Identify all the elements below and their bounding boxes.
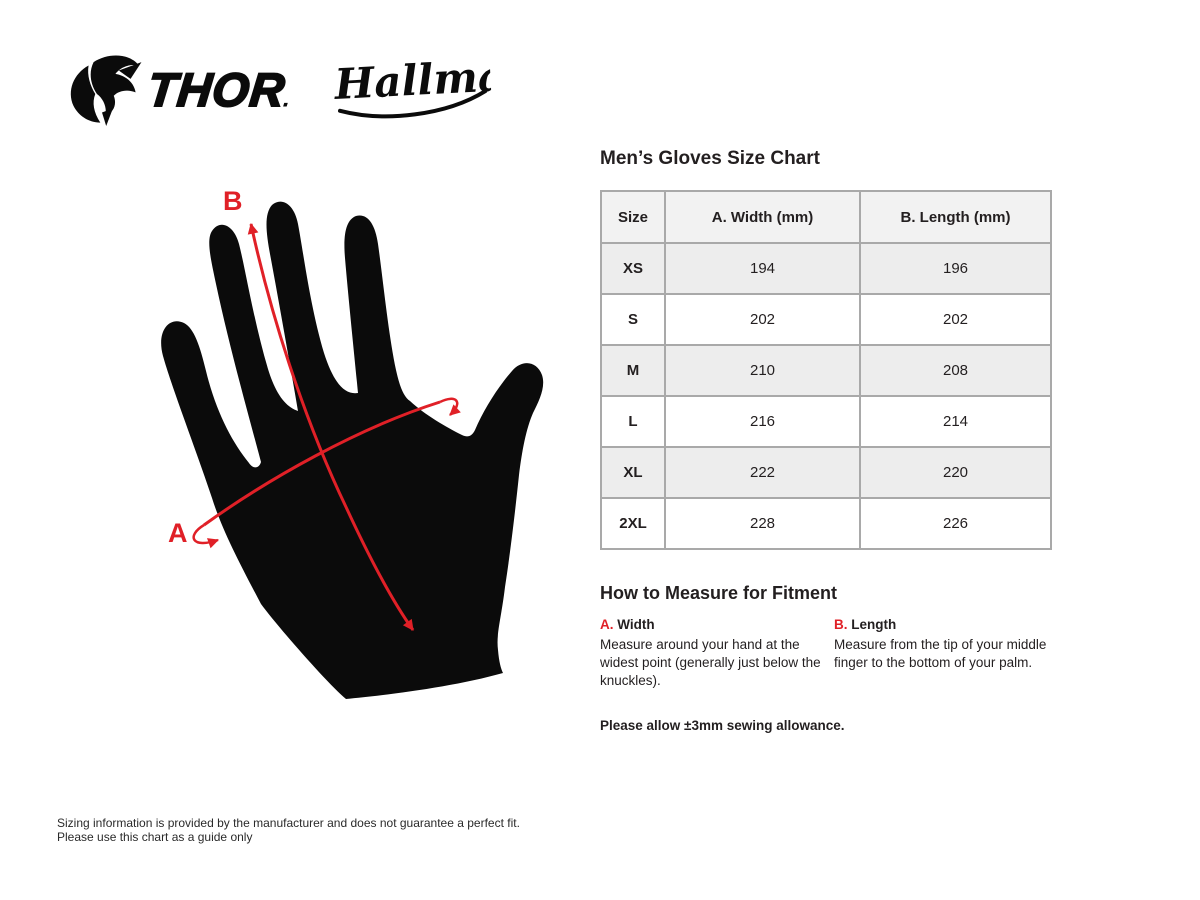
brand-logos: THOR. Hallman: [60, 49, 537, 128]
diagram-label-b: B: [223, 186, 243, 216]
measure-heading: How to Measure for Fitment: [600, 583, 838, 603]
hallman-swash: [338, 88, 488, 118]
hallman-logo: Hallman: [331, 46, 537, 131]
measure-text-width: Measure around your hand at the widest p…: [600, 637, 821, 688]
footer-disclaimer: Sizing information is provided by the ma…: [57, 816, 520, 844]
size-value: M: [600, 344, 666, 397]
length-value: 220: [859, 446, 1052, 499]
thor-logo: THOR.: [144, 62, 292, 117]
width-line-right-hook: [439, 397, 461, 416]
thor-trademark-dot: .: [283, 89, 292, 110]
table-row: M 210 208: [600, 344, 1052, 397]
width-measure-line: [203, 400, 441, 527]
size-value: 2XL: [600, 497, 666, 550]
diagram-label-a: A: [168, 518, 188, 548]
header-width: A. Width (mm): [664, 190, 861, 244]
length-value: 196: [859, 242, 1052, 295]
size-value: XL: [600, 446, 666, 499]
table-row: 2XL 228 226: [600, 497, 1052, 550]
measure-key-b: B.: [834, 617, 848, 632]
size-chart-title: Men’s Gloves Size Chart: [600, 148, 820, 169]
length-value: 214: [859, 395, 1052, 448]
hand-silhouette: [161, 201, 544, 699]
size-chart-table: Size A. Width (mm) B. Length (mm) XS 194…: [600, 190, 1052, 550]
size-chart-section: Men’s Gloves Size Chart Size A. Width (m…: [600, 148, 1058, 733]
measure-text-length: Measure from the tip of your middle fing…: [834, 637, 1047, 670]
header-length: B. Length (mm): [859, 190, 1052, 244]
size-value: L: [600, 395, 666, 448]
measure-name-width: Width: [617, 617, 655, 632]
table-row: XL 222 220: [600, 446, 1052, 499]
width-value: 194: [664, 242, 861, 295]
footer-line-2: Please use this chart as a guide only: [57, 830, 253, 844]
size-value: S: [600, 293, 666, 346]
thor-goat-head-icon: [70, 55, 142, 126]
table-header-row: Size A. Width (mm) B. Length (mm): [600, 190, 1052, 244]
length-measure-line: [247, 222, 415, 631]
width-value: 202: [664, 293, 861, 346]
width-line-left-hook: [192, 523, 220, 549]
footer-line-1: Sizing information is provided by the ma…: [57, 816, 520, 830]
length-value: 226: [859, 497, 1052, 550]
sewing-allowance-note: Please allow ±3mm sewing allowance.: [600, 718, 845, 733]
size-value: XS: [600, 242, 666, 295]
width-value: 210: [664, 344, 861, 397]
measure-name-length: Length: [851, 617, 897, 632]
hand-measurement-diagram: B A: [161, 186, 544, 699]
measure-item-width: A. Width Measure around your hand at the…: [600, 617, 834, 690]
table-row: XS 194 196: [600, 242, 1052, 295]
measure-item-length: B. Length Measure from the tip of your m…: [834, 617, 1058, 690]
width-value: 216: [664, 395, 861, 448]
table-row: L 216 214: [600, 395, 1052, 448]
length-value: 202: [859, 293, 1052, 346]
measure-key-a: A.: [600, 617, 614, 632]
header-size: Size: [600, 190, 666, 244]
width-value: 222: [664, 446, 861, 499]
width-value: 228: [664, 497, 861, 550]
length-value: 208: [859, 344, 1052, 397]
how-to-measure-section: How to Measure for Fitment A. Width Meas…: [600, 583, 1058, 733]
table-row: S 202 202: [600, 293, 1052, 346]
